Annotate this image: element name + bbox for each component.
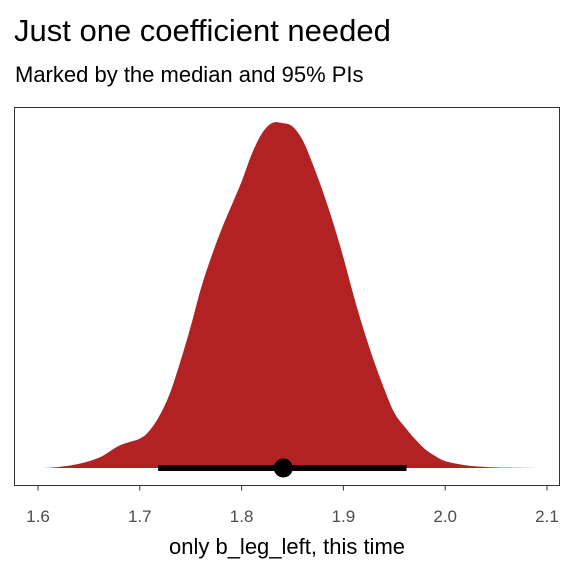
density-area bbox=[43, 122, 535, 468]
x-tick-label: 2.1 bbox=[535, 507, 559, 526]
x-tick-label: 1.9 bbox=[332, 507, 356, 526]
panel-border bbox=[14, 107, 560, 486]
plot-area bbox=[43, 122, 535, 478]
x-tick-label: 2.0 bbox=[433, 507, 457, 526]
chart-title: Just one coefficient needed bbox=[14, 13, 391, 48]
x-axis-title: only b_leg_left, this time bbox=[169, 534, 405, 559]
x-tick-label: 1.7 bbox=[128, 507, 152, 526]
median-point bbox=[273, 458, 293, 478]
x-tick-label: 1.8 bbox=[230, 507, 254, 526]
x-axis: 1.6 1.7 1.8 1.9 2.0 2.1 bbox=[26, 485, 559, 526]
chart-subtitle: Marked by the median and 95% PIs bbox=[15, 62, 364, 87]
x-tick-label: 1.6 bbox=[26, 507, 50, 526]
